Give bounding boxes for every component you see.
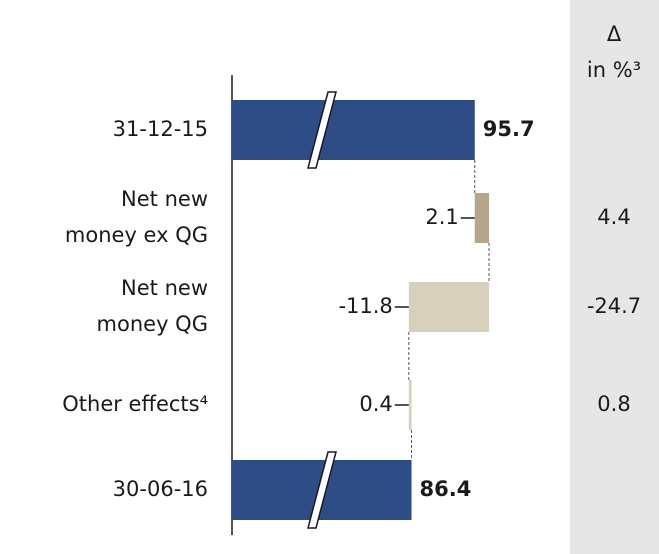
bar bbox=[408, 380, 412, 430]
category-label: 31-12-15 bbox=[113, 117, 208, 141]
value-label: -11.8 bbox=[338, 294, 392, 318]
axis-break bbox=[307, 91, 337, 169]
delta-value: 0.8 bbox=[597, 392, 630, 416]
value-label: 95.7 bbox=[483, 117, 535, 141]
value-label: 2.1 bbox=[425, 205, 458, 229]
category-label: Net new money QG bbox=[97, 276, 208, 336]
axis-break bbox=[307, 451, 337, 529]
category-label: 30-06-16 bbox=[113, 477, 208, 501]
value-label: 86.4 bbox=[420, 477, 472, 501]
bar bbox=[232, 100, 475, 160]
category-label: Other effects⁴ bbox=[62, 392, 208, 416]
value-label: 0.4 bbox=[359, 392, 392, 416]
delta-value: 4.4 bbox=[597, 205, 630, 229]
bar bbox=[474, 193, 490, 243]
category-label: Net new money ex QG bbox=[65, 187, 208, 247]
delta-column-bg bbox=[570, 0, 659, 554]
bar bbox=[408, 282, 490, 332]
delta-value: -24.7 bbox=[587, 294, 641, 318]
